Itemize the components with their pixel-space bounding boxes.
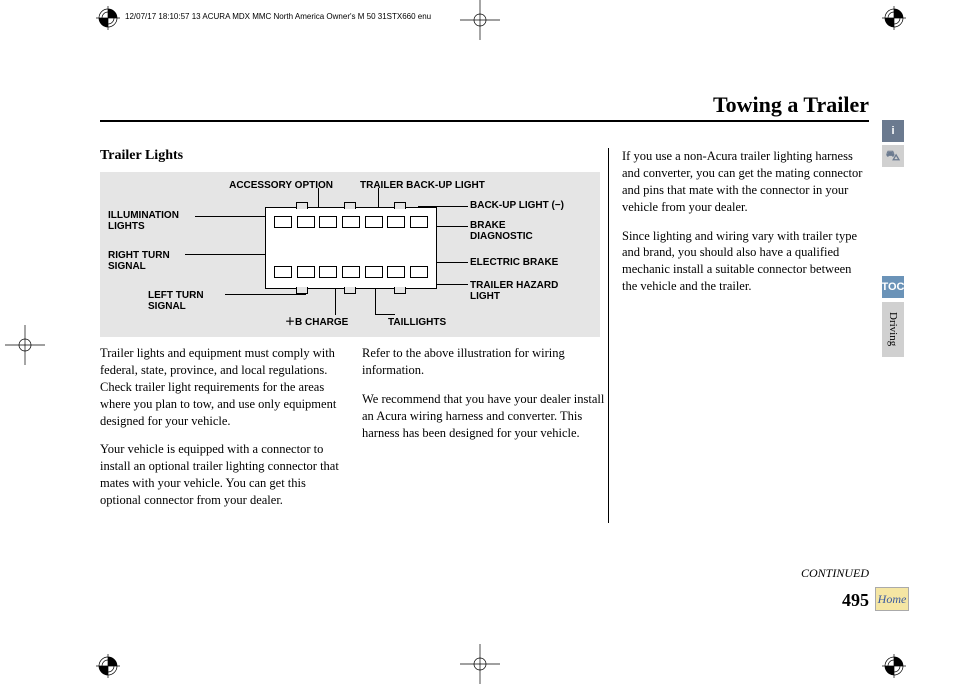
lbl-right-turn: RIGHT TURN SIGNAL [108,250,193,272]
tab-info[interactable]: i [882,120,904,142]
reg-mark-bl [96,654,120,678]
body-col-1: Trailer lights and equipment must comply… [100,345,345,521]
connector-diagram: ACCESSORY OPTION TRAILER BACK-UP LIGHT I… [100,172,600,337]
col2-p1: Refer to the above illustration for wiri… [362,345,607,379]
lbl-illumination: ILLUMINATION LIGHTS [108,210,203,232]
col2-p2: We recommend that you have your dealer i… [362,391,607,442]
crop-mark-top [460,0,500,40]
lbl-taillights: TAILLIGHTS [388,317,446,328]
tab-car-icon[interactable]: ⛍ [882,145,904,167]
crop-mark-left [5,325,45,365]
title-rule [100,120,869,122]
tab-home[interactable]: Home [875,587,909,611]
reg-mark-tl [96,6,120,30]
reg-mark-tr [882,6,906,30]
tab-toc[interactable]: TOC [882,276,904,298]
reg-mark-br [882,654,906,678]
lbl-trailer-hazard: TRAILER HAZARD LIGHT [470,280,580,302]
tab-driving[interactable]: Driving [882,302,904,357]
connector-body [265,207,437,289]
body-col-2: Refer to the above illustration for wiri… [362,345,607,453]
page-number: 495 [842,590,869,611]
lbl-brake-diag: BRAKE DIAGNOSTIC [470,220,560,242]
col1-p2: Your vehicle is equipped with a connecto… [100,441,345,509]
col1-p1: Trailer lights and equipment must comply… [100,345,345,429]
lbl-left-turn: LEFT TURN SIGNAL [148,290,233,312]
lbl-backup-light: BACK-UP LIGHT (−) [470,200,564,211]
lbl-electric-brake: ELECTRIC BRAKE [470,257,558,268]
continued-label: CONTINUED [801,566,869,581]
column-divider [608,148,609,523]
col3-p1: If you use a non-Acura trailer lighting … [622,148,867,216]
lbl-accessory-option: ACCESSORY OPTION [215,180,333,191]
crop-mark-bottom [460,644,500,684]
col3-p2: Since lighting and wiring vary with trai… [622,228,867,296]
section-subtitle: Trailer Lights [100,148,183,164]
page-title: Towing a Trailer [713,92,869,118]
body-col-3: If you use a non-Acura trailer lighting … [622,148,867,307]
print-header: 12/07/17 18:10:57 13 ACURA MDX MMC North… [125,12,431,21]
lbl-b-charge: ＋B CHARGE [285,317,348,328]
